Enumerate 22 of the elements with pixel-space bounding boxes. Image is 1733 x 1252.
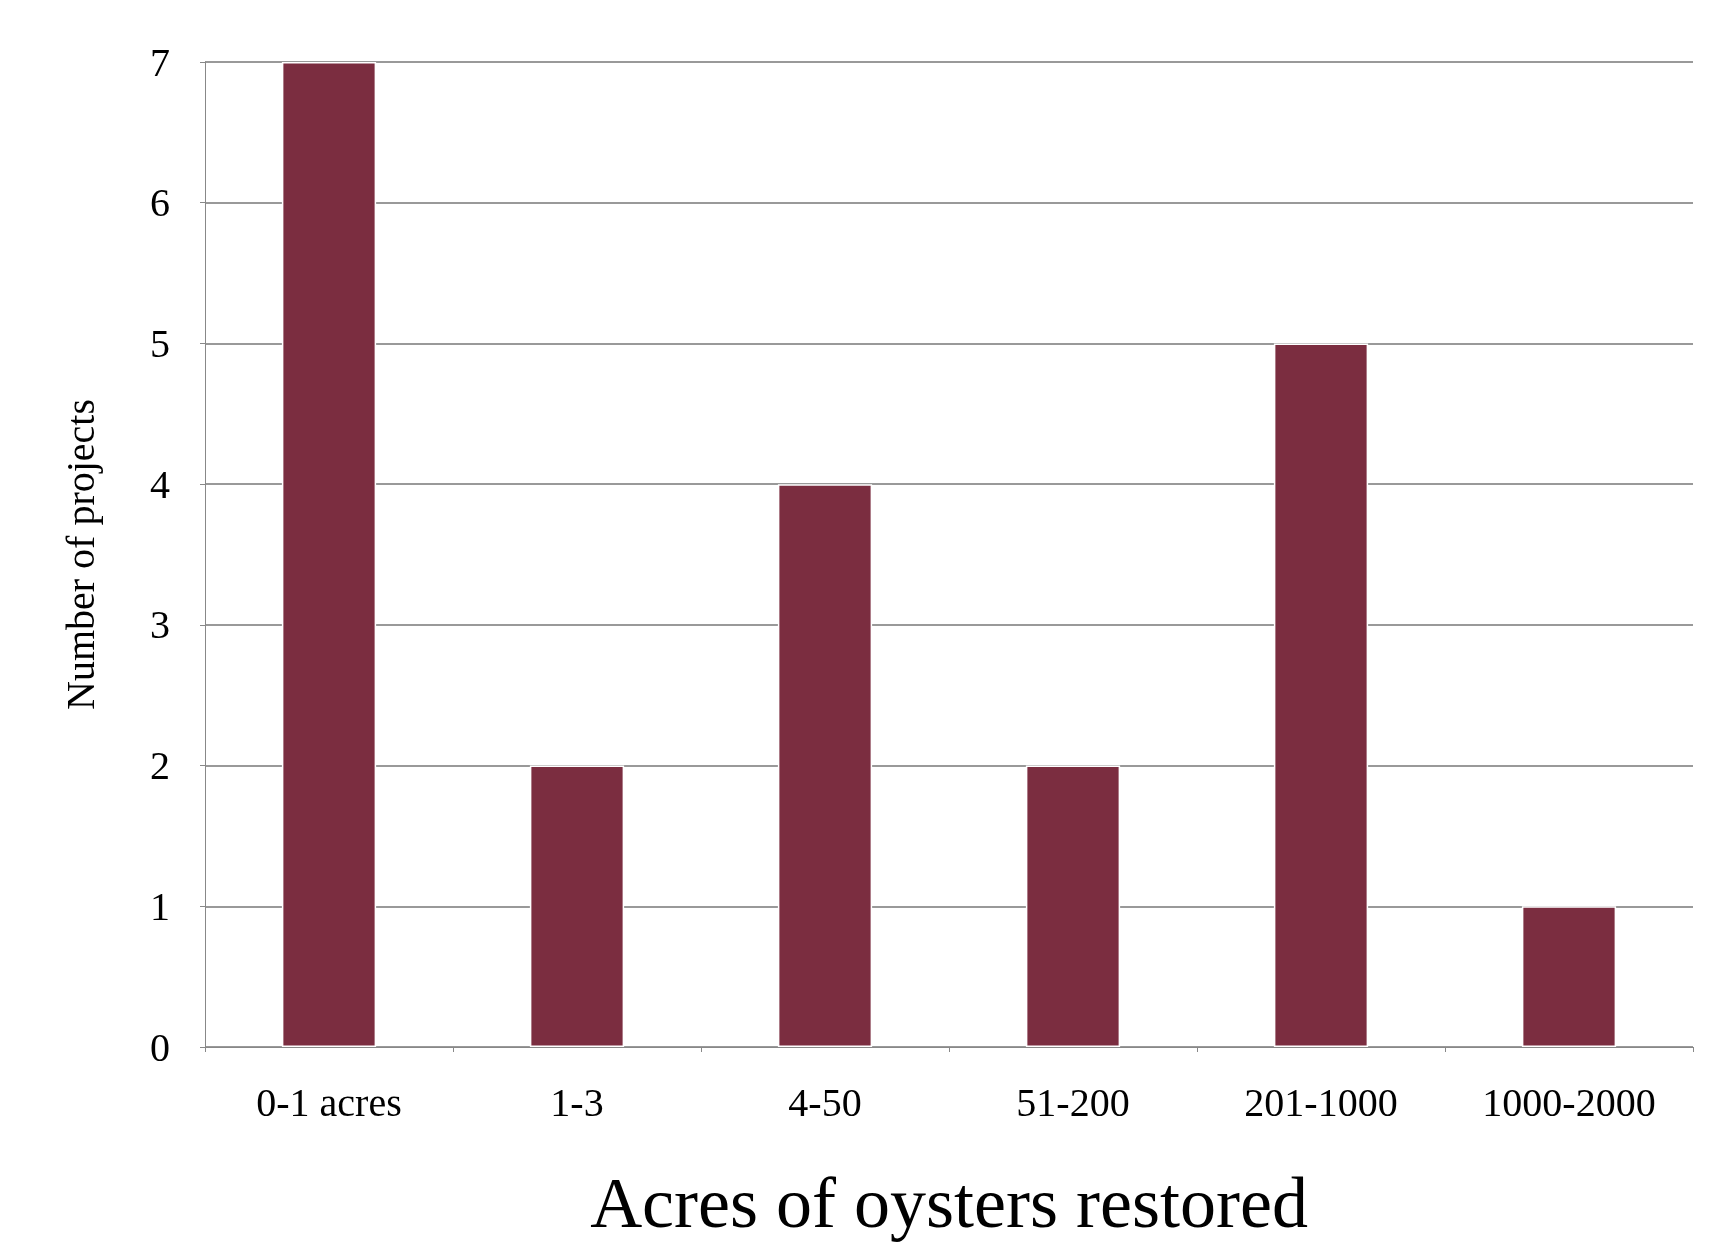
bar [281,62,377,1047]
x-tick-label: 0-1 acres [256,1079,402,1125]
x-tick-label: 201-1000 [1244,1079,1398,1125]
bar [1521,906,1617,1047]
y-tick-label: 5 [150,320,170,366]
bar [1273,343,1369,1047]
bar [777,484,873,1047]
y-tick-label: 3 [150,602,170,648]
x-axis-title: Acres of oysters restored [590,1163,1308,1243]
x-tick-label: 1000-2000 [1482,1079,1656,1125]
x-tick-label: 4-50 [788,1079,862,1125]
bar [1025,765,1121,1047]
y-tick-label: 6 [150,180,170,226]
x-tick-label: 1-3 [550,1079,604,1125]
y-tick-label: 2 [150,743,170,789]
y-axis-title: Number of projects [57,398,103,711]
y-tick-label: 7 [150,39,170,85]
bar [529,765,625,1047]
y-tick-label: 0 [150,1024,170,1070]
x-tick-label: 51-200 [1016,1079,1130,1125]
y-tick-label: 4 [150,461,170,507]
y-tick-label: 1 [150,883,170,929]
